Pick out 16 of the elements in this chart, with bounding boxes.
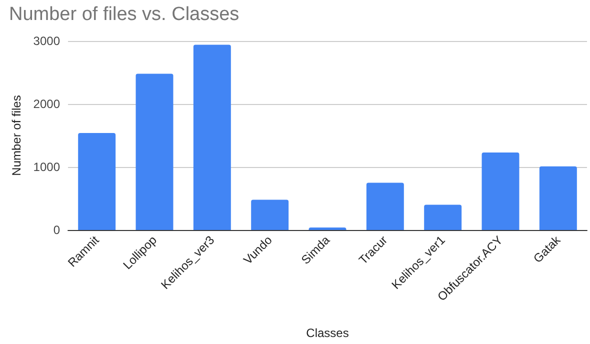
bar [251, 200, 289, 230]
bar [539, 166, 577, 230]
y-tick-label: 3000 [33, 34, 60, 48]
bar [366, 182, 404, 230]
bar [424, 204, 462, 230]
x-axis-title: Classes [306, 326, 349, 340]
bar [78, 132, 116, 230]
bar [482, 152, 520, 230]
y-axis-title: Number of files [9, 95, 24, 176]
bar [308, 227, 346, 230]
bar [193, 44, 231, 230]
y-tick-label: 1000 [33, 160, 60, 174]
bar [136, 74, 174, 230]
y-tick-label: 0 [53, 223, 60, 237]
chart-title: Number of files vs. Classes [9, 4, 240, 25]
y-tick-label: 2000 [33, 97, 60, 111]
